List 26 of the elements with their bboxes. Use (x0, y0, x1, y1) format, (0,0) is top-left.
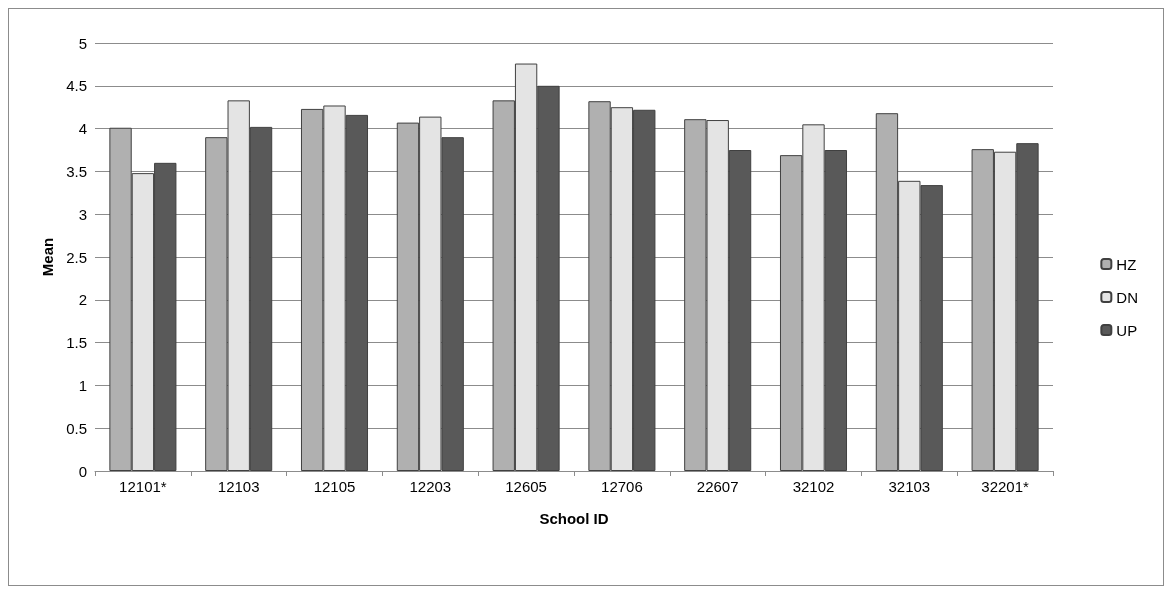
x-tick-label: 22607 (696, 478, 739, 495)
x-tick-label: 12706 (601, 478, 643, 495)
x-tick-label: 32102 (792, 478, 835, 495)
y-tick-label: 2.5 (66, 248, 87, 266)
y-tick-label: 0.5 (66, 419, 87, 437)
y-tick-label: 4 (78, 120, 87, 138)
y-tick-label: 4.5 (66, 77, 87, 95)
y-tick-label: 3 (78, 205, 87, 223)
y-axis-title: Mean (39, 237, 56, 277)
y-tick-label: 1.5 (66, 334, 87, 352)
y-tick-label: 1 (78, 376, 87, 394)
legend-label: HZ (1116, 255, 1137, 273)
x-tick-label: 12605 (505, 478, 547, 495)
legend-label: DN (1116, 288, 1139, 306)
x-tick-label: 12103 (217, 478, 260, 495)
y-tick-label: 0 (78, 462, 87, 480)
x-tick-label: 12105 (313, 478, 356, 495)
y-tick-label: 2 (78, 291, 87, 309)
x-tick-label: 32201* (981, 478, 1030, 495)
y-tick-label: 3.5 (66, 162, 87, 180)
x-tick-label: 12203 (409, 478, 452, 495)
x-axis-title: School ID (539, 510, 609, 527)
legend-label: UP (1116, 321, 1138, 339)
x-tick-label: 32103 (888, 478, 931, 495)
y-tick-label: 5 (78, 34, 87, 52)
x-tick-label: 12101* (119, 478, 167, 495)
